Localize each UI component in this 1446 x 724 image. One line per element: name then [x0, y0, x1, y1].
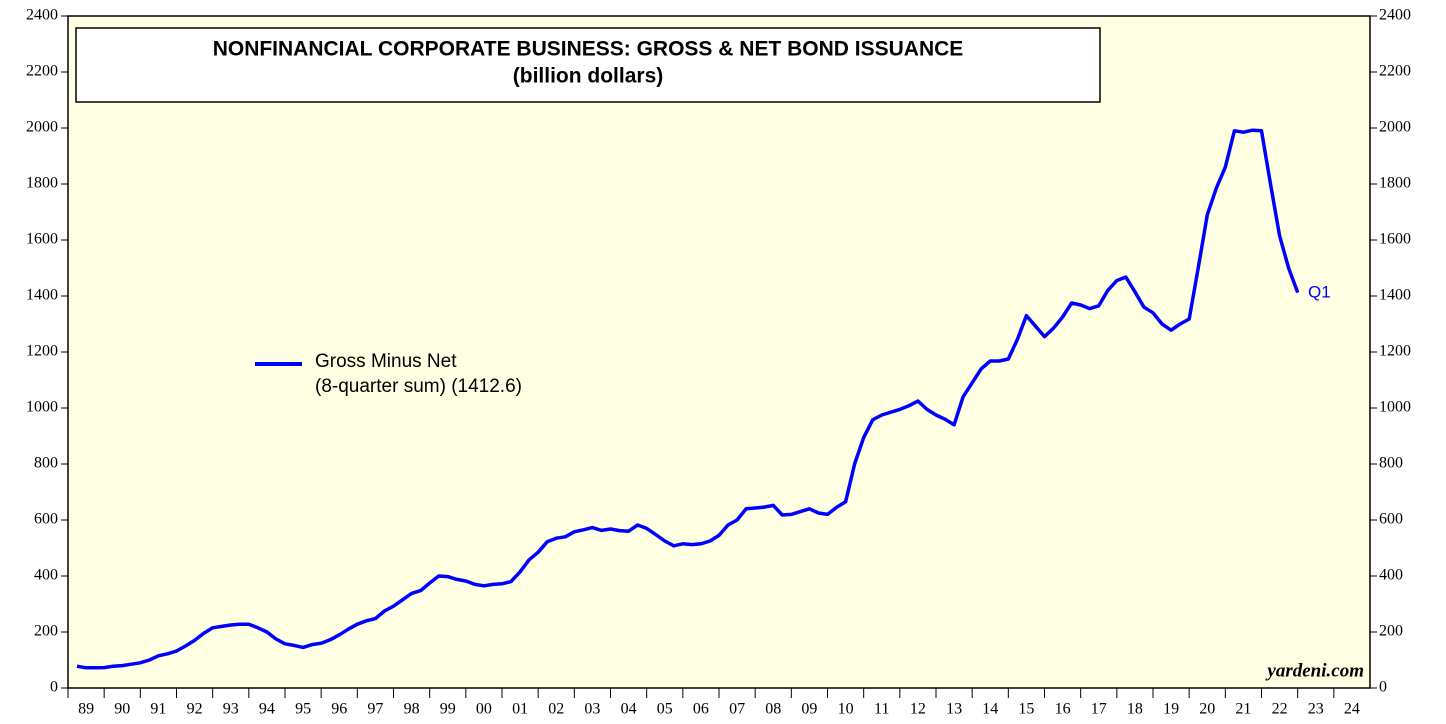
y2-tick-label: 2200: [1379, 63, 1411, 80]
x-tick-label: 24: [1344, 701, 1360, 718]
x-tick-label: 04: [621, 701, 637, 718]
title-box: [75, 27, 1101, 103]
x-tick-label: 08: [765, 701, 781, 718]
legend-note: (8-quarter sum) (1412.6): [315, 376, 522, 397]
y-tick-label: 400: [34, 567, 58, 584]
x-tick-label: 07: [729, 701, 745, 718]
y2-tick-label: 1000: [1379, 399, 1411, 416]
x-tick-label: 15: [1018, 701, 1034, 718]
legend-label: Gross Minus Net: [315, 351, 457, 372]
y-tick-label: 200: [34, 623, 58, 640]
x-tick-label: 92: [187, 701, 203, 718]
x-tick-label: 94: [259, 701, 275, 718]
x-tick-label: 93: [223, 701, 239, 718]
y2-tick-label: 1400: [1379, 287, 1411, 304]
y2-tick-label: 1200: [1379, 343, 1411, 360]
y2-tick-label: 1600: [1379, 231, 1411, 248]
y-tick-label: 1200: [26, 343, 58, 360]
x-tick-label: 09: [801, 701, 817, 718]
y-tick-label: 2000: [26, 119, 58, 136]
y-tick-label: 800: [34, 455, 58, 472]
x-tick-label: 91: [150, 701, 166, 718]
y2-tick-label: 2400: [1379, 7, 1411, 24]
x-tick-label: 00: [476, 701, 492, 718]
x-tick-label: 23: [1308, 701, 1324, 718]
x-tick-label: 97: [367, 701, 383, 718]
x-tick-label: 96: [331, 701, 347, 718]
x-tick-label: 16: [1055, 701, 1071, 718]
y2-tick-label: 400: [1379, 567, 1403, 584]
x-tick-label: 06: [693, 701, 709, 718]
y2-tick-label: 200: [1379, 623, 1403, 640]
x-tick-label: 17: [1091, 701, 1107, 718]
y-tick-label: 2200: [26, 63, 58, 80]
x-tick-label: 22: [1272, 701, 1288, 718]
y-tick-label: 1800: [26, 175, 58, 192]
x-tick-label: 90: [114, 701, 130, 718]
y-tick-label: 1600: [26, 231, 58, 248]
y-tick-label: 1000: [26, 399, 58, 416]
y-tick-label: 0: [50, 679, 58, 696]
y-tick-label: 2400: [26, 7, 58, 24]
source: yardeni.com: [1265, 660, 1364, 681]
x-tick-label: 20: [1199, 701, 1215, 718]
x-tick-label: 99: [440, 701, 456, 718]
x-tick-label: 21: [1235, 701, 1251, 718]
x-tick-label: 19: [1163, 701, 1179, 718]
x-tick-label: 13: [946, 701, 962, 718]
y-tick-label: 1400: [26, 287, 58, 304]
y-tick-label: 600: [34, 511, 58, 528]
x-tick-label: 10: [838, 701, 854, 718]
x-tick-label: 03: [584, 701, 600, 718]
data-line: [76, 128, 1300, 670]
x-tick-label: 01: [512, 701, 528, 718]
x-tick-label: 89: [78, 701, 94, 718]
chart-subtitle: (billion dollars): [513, 65, 664, 88]
y2-tick-label: 0: [1379, 679, 1387, 696]
y2-tick-label: 2000: [1379, 119, 1411, 136]
y2-tick-label: 600: [1379, 511, 1403, 528]
plot-area: [67, 15, 1371, 689]
x-tick-label: 12: [910, 701, 926, 718]
x-tick-label: 95: [295, 701, 311, 718]
end-label: Q1: [1308, 282, 1331, 301]
x-tick-label: 18: [1127, 701, 1143, 718]
y2-tick-label: 1800: [1379, 175, 1411, 192]
x-tick-label: 98: [404, 701, 420, 718]
chart-title: NONFINANCIAL CORPORATE BUSINESS: GROSS &…: [213, 38, 964, 61]
x-tick-label: 11: [874, 701, 889, 718]
x-tick-label: 05: [657, 701, 673, 718]
y2-tick-label: 800: [1379, 455, 1403, 472]
x-tick-label: 02: [548, 701, 564, 718]
x-tick-label: 14: [982, 701, 998, 718]
